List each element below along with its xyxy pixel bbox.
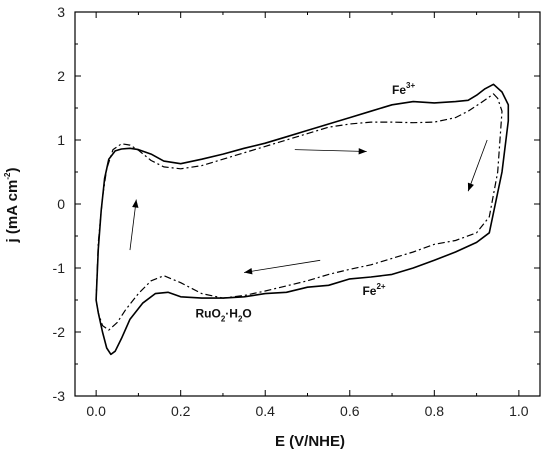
direction-arrow-head <box>467 182 474 192</box>
annotation-text: ·H <box>225 306 238 320</box>
x-tick-label: 0.0 <box>86 403 106 419</box>
annotation-superscript: 3+ <box>406 81 415 90</box>
y-axis-title-close: ) <box>4 168 21 173</box>
axes-layer: 0.0 0.2 0.4 0.6 0.8 1.0 3 2 1 0 -1 -2 -3 <box>53 4 541 419</box>
direction-arrow-shaft <box>467 139 488 192</box>
direction-arrow-head <box>358 148 367 155</box>
y-tick-label: 3 <box>57 4 65 20</box>
x-axis-title: E (V/NHE) <box>275 433 345 450</box>
y-tick-label: -2 <box>53 324 66 340</box>
dashdot-cv-curve <box>95 93 503 331</box>
x-tick-label: 0.4 <box>255 403 275 419</box>
direction-arrow-head <box>132 199 139 208</box>
arrow-layer <box>129 139 488 275</box>
annotation-layer: Fe3+Fe2+RuO2·H2O <box>195 81 415 323</box>
x-tick-label: 0.2 <box>171 403 191 419</box>
annotation-subscript: 2 <box>221 314 226 323</box>
y-axis-title-main: j (mA cm <box>4 180 21 244</box>
y-axis-title: j (mA cm-2) <box>3 168 21 244</box>
direction-arrow-shaft <box>244 259 321 273</box>
annotation-text: O <box>242 306 251 320</box>
annotation-superscript: 2+ <box>376 282 385 291</box>
annotation-subscript: 2 <box>238 314 243 323</box>
y-tick-label: 1 <box>57 132 65 148</box>
y-tick-label: -1 <box>53 260 66 276</box>
direction-arrow-shaft <box>294 149 367 152</box>
y-axis-title-exponent: -2 <box>3 172 12 180</box>
direction-arrow-head <box>244 268 253 275</box>
curve-annotation: Fe2+ <box>362 282 385 298</box>
y-tick-label: 2 <box>57 68 65 84</box>
annotation-base: Fe <box>362 284 376 298</box>
solid-cv-curve <box>95 83 510 356</box>
series-layer <box>95 83 510 356</box>
plot-frame <box>74 11 541 397</box>
y-tick-label: -3 <box>53 388 66 404</box>
direction-arrow-shaft <box>129 199 137 251</box>
x-tick-label: 0.8 <box>425 403 445 419</box>
y-tick-label: 0 <box>57 196 65 212</box>
annotation-base: Fe <box>392 83 406 97</box>
curve-annotation: RuO2·H2O <box>195 306 251 323</box>
x-tick-label: 1.0 <box>509 403 529 419</box>
curve-annotation: Fe3+ <box>392 81 415 97</box>
x-tick-label: 0.6 <box>340 403 360 419</box>
annotation-base: RuO <box>195 306 220 320</box>
